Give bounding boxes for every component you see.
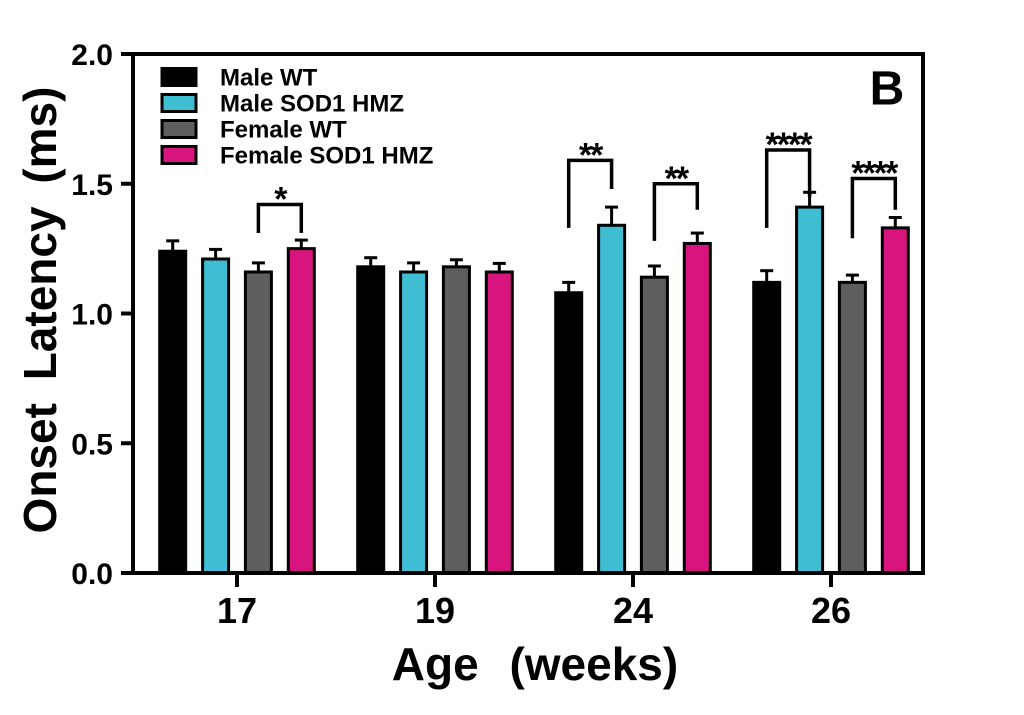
significance-bracket — [566, 158, 614, 228]
panel-label: B — [869, 62, 905, 116]
bar-19w-female-wt — [441, 265, 471, 575]
bar-26w-male-sod1-hmz — [795, 205, 825, 575]
bar-19w-female-sod1-hmz — [484, 270, 514, 575]
legend-swatch-male-wt — [160, 67, 198, 87]
bar-17w-female-wt — [243, 270, 273, 575]
x-tick-label: 19 — [415, 590, 455, 631]
significance-stars: * — [274, 181, 288, 219]
legend-label: Female WT — [220, 117, 347, 144]
significance-bracket — [256, 202, 304, 234]
bar-24w-male-wt — [554, 291, 584, 575]
x-axis-title: Age (weeks) — [391, 638, 679, 690]
significance-stars: ** — [579, 136, 604, 174]
significance-bracket — [652, 182, 700, 241]
significance-bracket — [850, 176, 898, 239]
bar-26w-female-sod1-hmz — [880, 226, 910, 575]
significance-stars: **** — [851, 155, 899, 193]
bar-19w-male-wt — [356, 265, 386, 575]
y-tick-label: 1.0 — [71, 299, 113, 332]
significance-stars: **** — [766, 126, 814, 164]
y-tick-label: 0.0 — [71, 558, 113, 591]
bar-24w-male-sod1-hmz — [597, 223, 627, 575]
x-tick-label: 17 — [217, 590, 257, 631]
y-tick-label: 2.0 — [71, 39, 113, 72]
y-tick-label: 1.5 — [71, 169, 113, 202]
bar-17w-male-sod1-hmz — [201, 257, 231, 575]
significance-stars: ** — [665, 160, 690, 198]
bar-17w-female-sod1-hmz — [286, 247, 316, 575]
y-axis-title: Onset Latency (ms) — [14, 86, 66, 534]
bar-17w-male-wt — [158, 249, 188, 575]
y-tick-label: 0.5 — [71, 428, 113, 461]
legend-label: Male SOD1 HMZ — [220, 91, 404, 118]
bar-24w-female-sod1-hmz — [682, 241, 712, 575]
legend-swatch-female-sod1-hmz — [160, 145, 198, 165]
legend-swatch-female-wt — [160, 119, 198, 139]
x-tick-label: 26 — [811, 590, 851, 631]
legend-label: Male WT — [220, 65, 318, 92]
bar-26w-female-wt — [837, 280, 867, 575]
x-tick-label: 24 — [613, 590, 653, 631]
legend-label: Female SOD1 HMZ — [220, 143, 433, 170]
bar-19w-male-sod1-hmz — [399, 270, 429, 575]
bar-26w-male-wt — [752, 280, 782, 575]
significance-bracket — [764, 148, 812, 228]
bar-24w-female-wt — [639, 275, 669, 575]
legend-swatch-male-sod1-hmz — [160, 93, 198, 113]
